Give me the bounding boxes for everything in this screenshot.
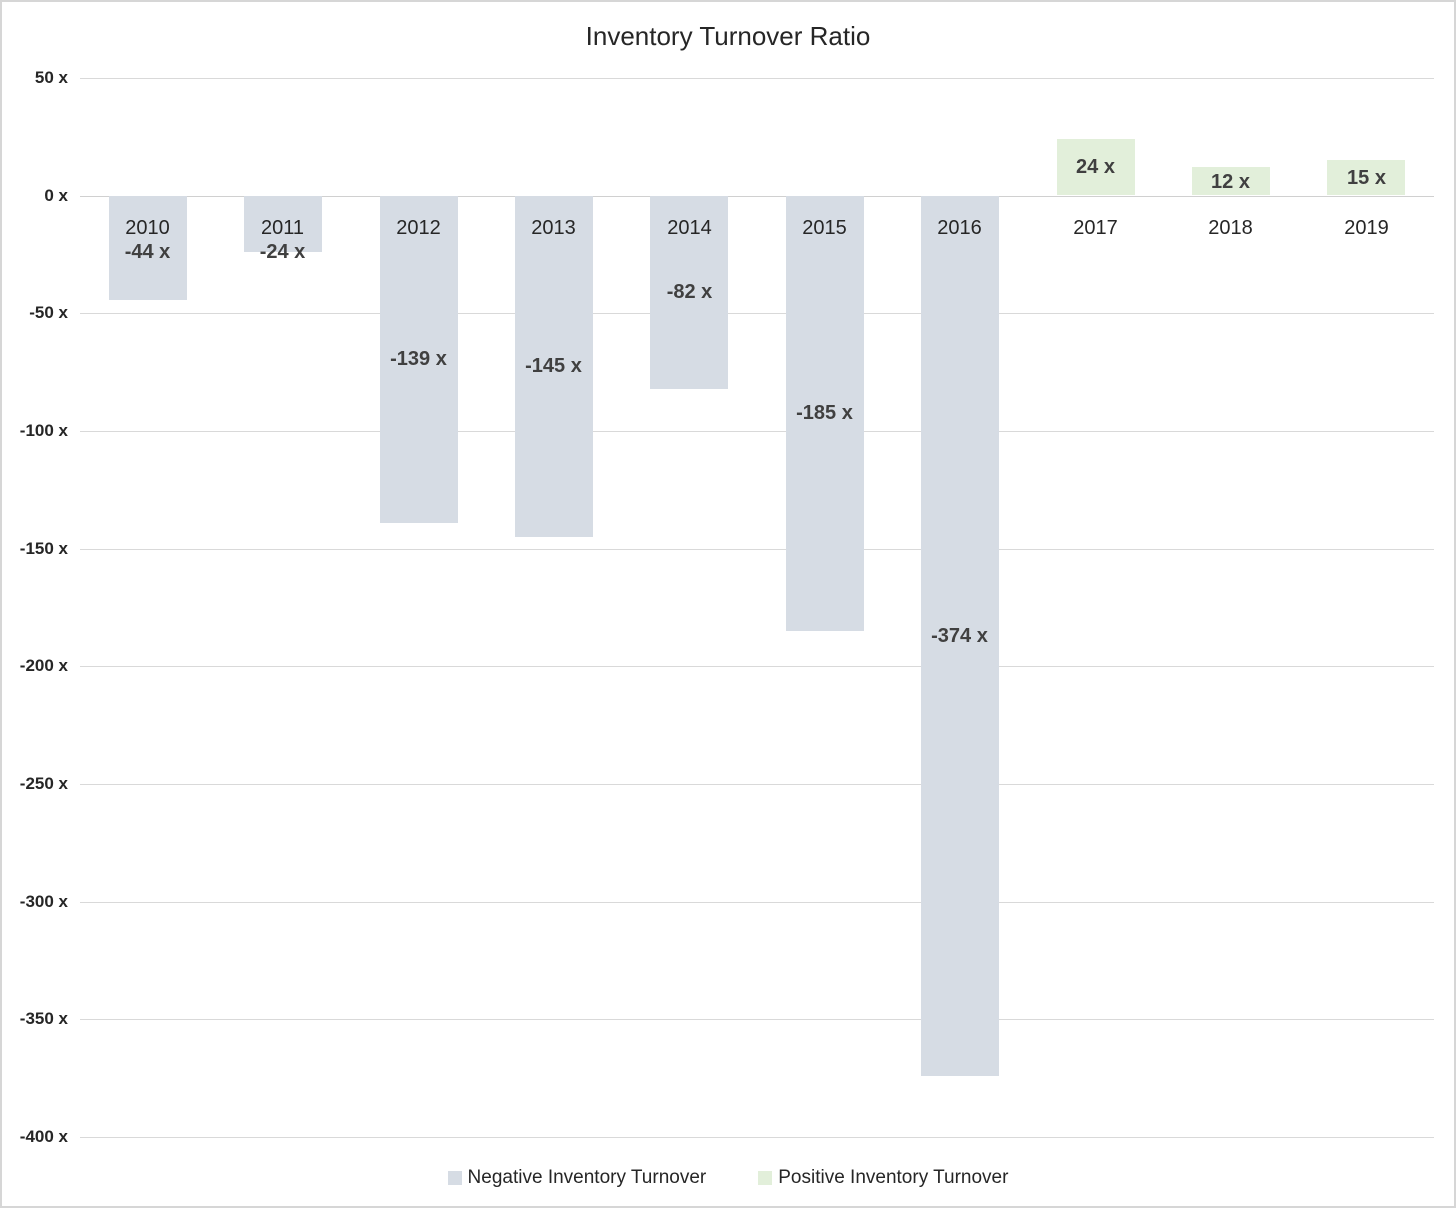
chart-title: Inventory Turnover Ratio <box>585 21 871 51</box>
gridline <box>80 784 1434 785</box>
gridline <box>80 666 1434 667</box>
y-axis-tick-label: -250 x <box>19 774 68 793</box>
bar-2017 <box>1057 139 1135 195</box>
bar-value-label: 24 x <box>1076 156 1115 178</box>
bar-2010 <box>109 196 187 300</box>
bar-value-label: -139 x <box>390 348 447 370</box>
gridline <box>80 78 1434 79</box>
legend-label-negative: Negative Inventory Turnover <box>467 1167 707 1188</box>
gridline <box>80 313 1434 314</box>
legend-item-negative: Negative Inventory Turnover <box>447 1166 707 1190</box>
legend-swatch-negative <box>447 1171 462 1185</box>
bar-value-label: -185 x <box>796 402 853 424</box>
y-axis-tick-label: -400 x <box>19 1127 68 1146</box>
bar-2012 <box>380 196 458 523</box>
legend-swatch-positive <box>758 1171 773 1185</box>
bar-year-label: 2015 <box>802 217 847 239</box>
bar-year-label: 2018 <box>1208 217 1253 239</box>
gridline <box>80 902 1434 903</box>
y-axis-tick-label: 0 x <box>44 186 68 205</box>
legend-item-positive: Positive Inventory Turnover <box>758 1166 1008 1190</box>
y-axis-tick-label: -350 x <box>19 1009 68 1028</box>
bar-value-label: 12 x <box>1211 171 1250 193</box>
bar-year-label: 2010 <box>125 217 170 239</box>
bar-year-label: 2013 <box>531 217 576 239</box>
bar-value-label: -24 x <box>259 241 306 263</box>
bar-2019 <box>1327 160 1405 195</box>
y-axis-tick-label: -50 x <box>29 303 68 322</box>
legend-label-positive: Positive Inventory Turnover <box>778 1167 1009 1188</box>
legend: Negative Inventory Turnover Positive Inv… <box>2 1166 1454 1190</box>
y-axis-tick-label: -200 x <box>19 656 68 675</box>
bar-2018 <box>1192 167 1270 195</box>
bar-2014 <box>650 196 728 389</box>
bar-2011 <box>244 196 322 252</box>
bar-year-label: 2012 <box>396 217 441 239</box>
bar-2015 <box>786 196 864 631</box>
y-axis-tick-label: -100 x <box>19 421 68 440</box>
bar-value-label: 15 x <box>1347 167 1386 189</box>
bar-value-label: -82 x <box>666 281 713 303</box>
bar-year-label: 2014 <box>667 217 712 239</box>
y-axis-tick-label: 50 x <box>34 68 68 87</box>
bar-2016 <box>921 196 999 1076</box>
gridline <box>80 549 1434 550</box>
bar-year-label: 2019 <box>1344 217 1389 239</box>
bar-year-label: 2011 <box>260 217 304 239</box>
y-axis-tick-label: -300 x <box>19 892 68 911</box>
y-axis-tick-label: -150 x <box>19 539 68 558</box>
bar-year-label: 2016 <box>937 217 982 239</box>
zero-axis-line <box>80 196 1434 197</box>
bar-value-label: -44 x <box>124 241 171 263</box>
bar-value-label: -145 x <box>525 355 582 377</box>
bar-2013 <box>515 196 593 537</box>
gridline <box>80 1019 1434 1020</box>
bar-value-label: -374 x <box>931 625 988 647</box>
gridline <box>80 431 1434 432</box>
bar-year-label: 2017 <box>1073 217 1118 239</box>
gridline <box>80 1137 1434 1138</box>
